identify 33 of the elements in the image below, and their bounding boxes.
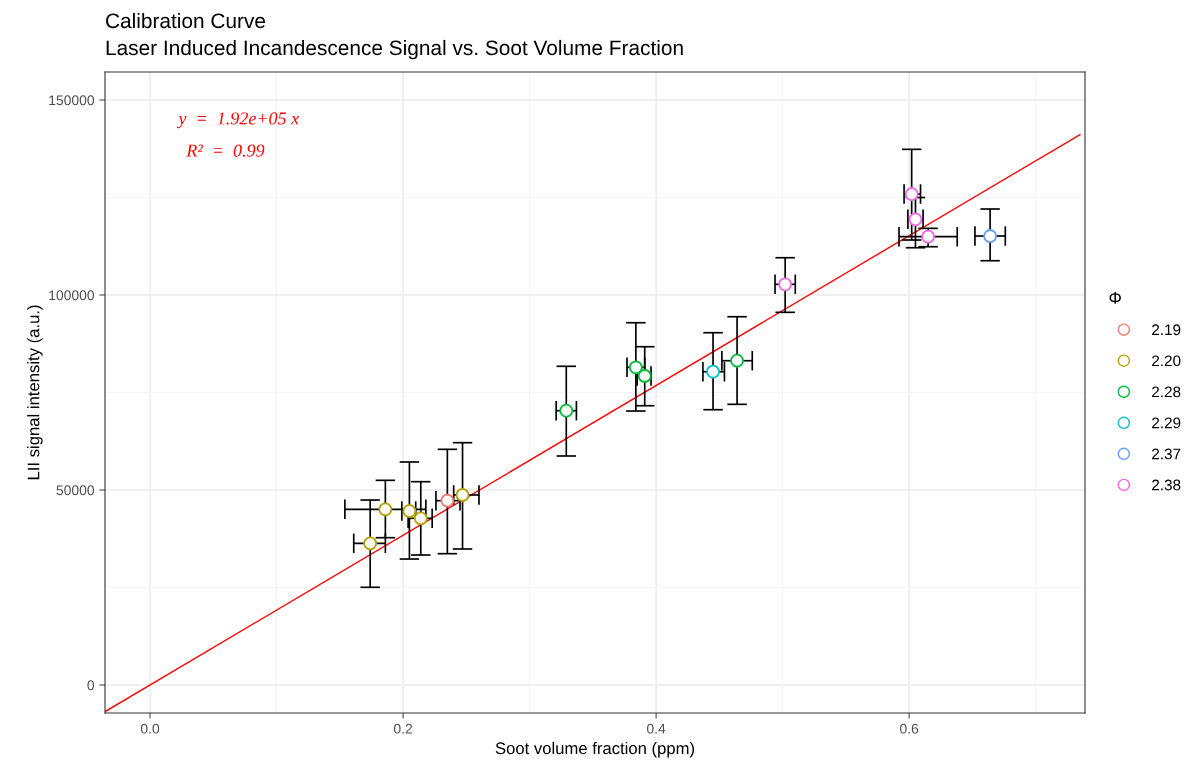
x-tick-label: 0.6 — [900, 723, 919, 734]
y-tick-label: 100000 — [49, 290, 95, 301]
point — [730, 353, 744, 368]
point — [413, 511, 428, 526]
point — [908, 212, 923, 227]
legend-title: Φ — [1109, 292, 1121, 304]
point — [363, 536, 378, 551]
x-tick-label: 0.2 — [393, 723, 413, 734]
chart-title: Calibration Curve — [106, 12, 266, 29]
legend-label: 2.19 — [1152, 324, 1181, 336]
y-tick-label: 50000 — [56, 485, 95, 496]
y-axis-title: LII signal intensity (a.u.) — [27, 305, 43, 480]
point — [904, 187, 919, 201]
legend-label: 2.37 — [1152, 448, 1181, 460]
legend-label: 2.20 — [1152, 355, 1181, 367]
point — [402, 504, 417, 518]
point — [440, 493, 455, 508]
chart-subtitle: Laser Induced Incandescence Signal vs. Soot Volume Fraction — [106, 39, 683, 60]
annotation: y = 1.92e+05 x — [176, 112, 299, 129]
point — [706, 364, 720, 379]
y-tick-label: 0 — [87, 680, 95, 691]
legend-label: 2.28 — [1152, 386, 1181, 398]
point — [637, 369, 652, 383]
x-axis-title: Soot volume fraction (ppm) — [495, 741, 695, 758]
point — [455, 488, 470, 502]
annotation: R² = 0.99 — [186, 144, 265, 157]
legend-label: 2.29 — [1152, 417, 1181, 429]
x-tick-label: 0.0 — [140, 723, 160, 734]
x-tick-label: 0.4 — [647, 723, 666, 734]
point — [378, 502, 393, 517]
point — [983, 229, 998, 243]
y-tick-label: 150000 — [49, 95, 95, 106]
legend-label: 2.38 — [1152, 479, 1181, 491]
